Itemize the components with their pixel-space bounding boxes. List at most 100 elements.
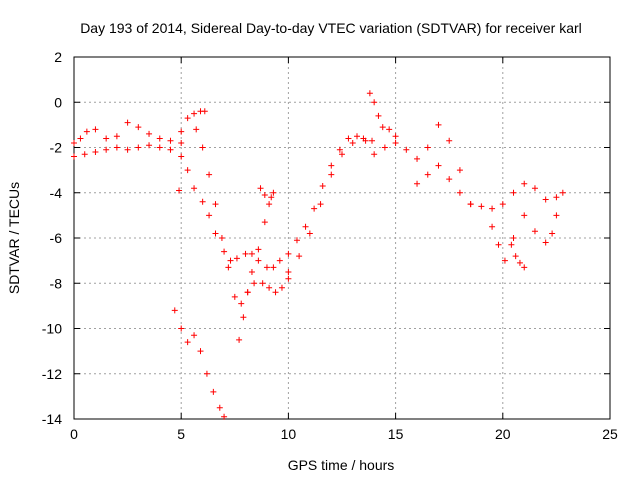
y-tick-label: 0 [54,94,62,110]
y-tick-label: -6 [50,230,63,246]
data-point [559,189,566,196]
data-point [435,121,442,128]
y-tick-label: -8 [50,275,63,291]
data-point [199,144,206,151]
data-point [178,128,185,135]
data-point [510,235,517,241]
data-point [360,135,367,142]
data-point [302,223,309,230]
data-point [336,146,343,153]
data-point [171,307,178,314]
data-point [184,339,191,346]
data-point [531,228,538,235]
data-point [414,155,421,162]
data-point [221,248,228,255]
data-point [549,230,556,237]
data-point [146,142,153,149]
data-point [510,189,517,196]
series-dip-branch-8h [236,194,275,343]
data-point [248,250,255,257]
data-point [501,257,508,264]
data-point [285,275,292,282]
data-point [339,151,345,158]
series-arc-after-5h [178,108,208,135]
data-point [345,135,352,142]
data-point [156,144,163,151]
data-point [103,146,110,153]
data-point [478,203,485,210]
data-point [521,212,528,219]
data-point [272,289,279,296]
data-point [369,137,376,144]
data-point [221,413,228,420]
data-point [366,90,373,97]
series-drop-5h-9h [193,126,292,307]
data-point [285,268,292,275]
data-point [456,189,463,196]
data-point [499,201,506,208]
data-point [191,185,198,192]
data-point [167,146,174,153]
data-point [248,268,255,275]
data-point [135,144,142,151]
data-point [268,194,275,201]
series-main-band [71,133,566,271]
x-tick-label: 20 [495,426,511,442]
data-point [225,264,232,271]
data-points [71,90,566,420]
data-point [255,246,262,253]
y-tick-label: -10 [42,321,62,337]
x-tick-labels: 0 5 10 15 20 25 [70,426,618,442]
data-point [259,280,266,287]
data-point [257,185,264,192]
data-point [386,126,393,133]
data-point [199,198,206,205]
data-point [424,144,431,151]
data-point [167,137,174,144]
data-point [354,133,361,140]
y-tick-label: -12 [42,366,62,382]
data-point [146,130,153,137]
data-point [124,146,131,153]
data-point [512,253,519,260]
data-point [227,257,234,264]
data-point [203,370,210,377]
data-point [381,144,388,151]
series-rise-10h-14h [285,135,376,275]
data-point [135,124,142,131]
grid [74,57,610,419]
data-point [92,149,99,156]
data-point [446,176,453,183]
data-point [371,99,378,106]
series-low-branch-5h [171,307,228,420]
data-point [542,196,549,203]
data-point [124,119,131,126]
data-point [276,257,283,264]
series-arc-16-18h [414,121,474,208]
data-point [278,284,285,291]
data-point [266,201,273,208]
data-point [242,250,249,257]
data-point [218,235,225,241]
data-point [261,219,268,226]
data-point [285,250,292,257]
data-point [113,133,120,140]
x-tick-label: 10 [281,426,297,442]
data-point [489,205,496,212]
data-point [521,264,528,271]
series-tail-low-21h [508,241,528,271]
data-point [270,264,277,271]
data-point [446,137,453,144]
data-point [71,153,77,160]
data-point [251,280,258,287]
data-point [553,212,560,219]
series-peak-14h [366,90,399,146]
data-point [375,112,382,119]
data-point [296,253,303,260]
data-point [176,187,183,194]
data-point [456,167,463,174]
data-point [319,182,326,189]
data-point [178,153,185,160]
data-point [521,180,528,187]
data-point [236,336,243,343]
